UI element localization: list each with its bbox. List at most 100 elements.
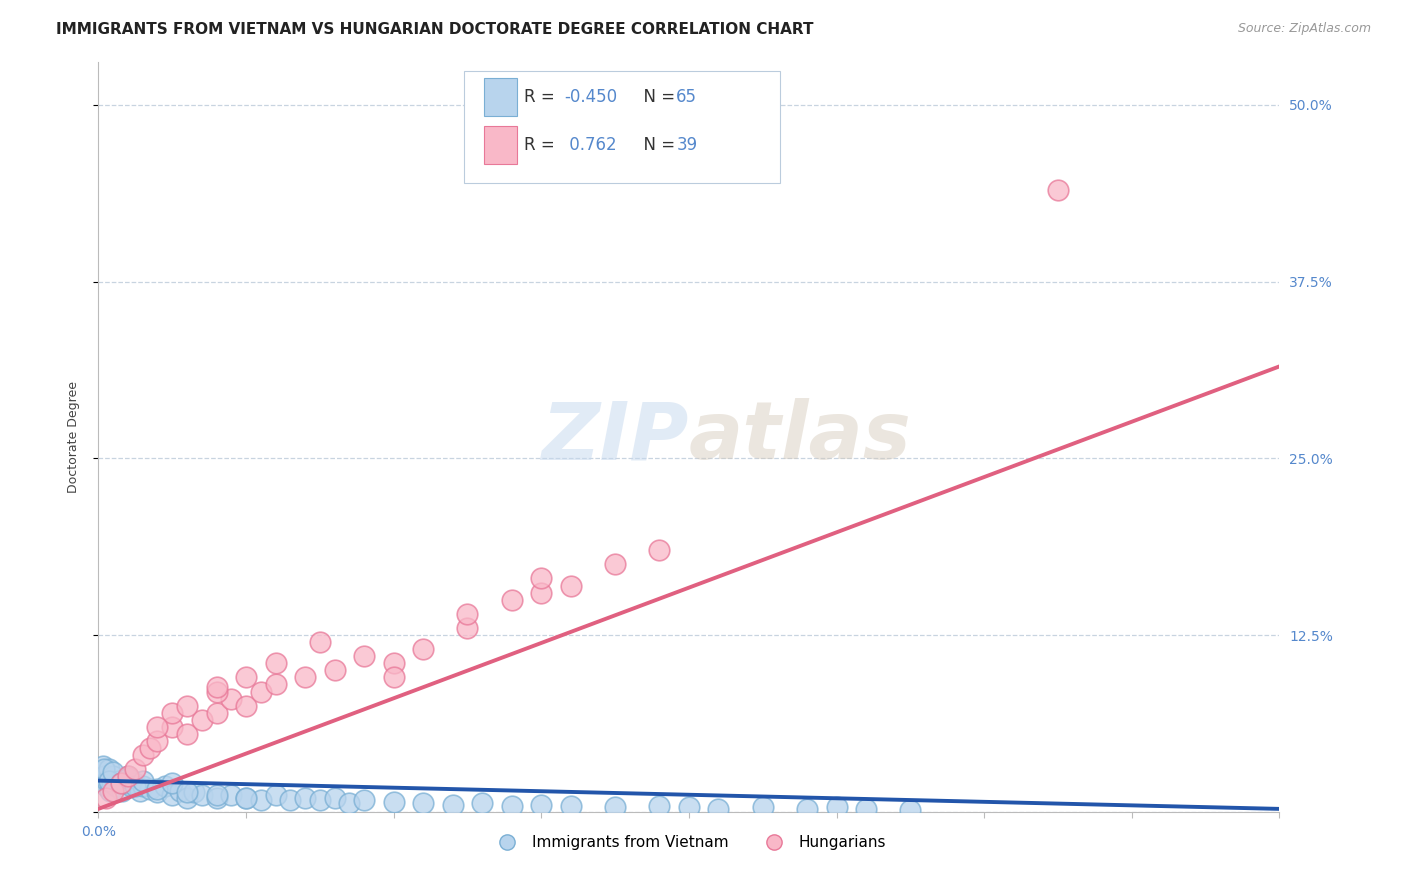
Point (93, 762, 115, 776)
Point (98, 783, 121, 797)
Point (560, 578, 582, 592)
Point (146, 782, 169, 797)
Point (124, 776, 146, 790)
Text: 0.0%: 0.0% (82, 825, 115, 839)
Point (110, 776, 132, 790)
Text: ZIP: ZIP (541, 398, 689, 476)
Text: 0.762: 0.762 (564, 136, 616, 154)
Point (309, 635, 332, 649)
Point (530, 585, 553, 599)
Point (280, 793, 302, 807)
Point (605, 558, 627, 572)
Point (103, 769, 125, 783)
Point (221, 788, 243, 802)
Point (235, 790, 257, 805)
Point (264, 788, 287, 802)
Point (146, 734, 169, 748)
Point (146, 785, 169, 799)
Point (707, 802, 730, 816)
Point (114, 776, 136, 790)
Point (117, 769, 139, 783)
Point (855, 802, 877, 816)
Point (132, 773, 155, 788)
Point (97, 762, 120, 776)
Text: 39: 39 (676, 136, 697, 154)
Point (120, 779, 142, 793)
Point (103, 783, 125, 797)
Point (93, 769, 115, 783)
Point (105, 779, 128, 793)
Text: 65: 65 (676, 88, 697, 106)
Point (1046, 183, 1070, 197)
Text: IMMIGRANTS FROM VIETNAM VS HUNGARIAN DOCTORATE DEGREE CORRELATION CHART: IMMIGRANTS FROM VIETNAM VS HUNGARIAN DOC… (56, 22, 814, 37)
Point (176, 790, 198, 805)
Point (382, 657, 405, 671)
Point (205, 681, 228, 695)
Point (221, 691, 243, 706)
Point (146, 720, 169, 734)
Point (191, 788, 214, 802)
Point (205, 788, 228, 802)
Point (471, 796, 494, 810)
Point (457, 607, 479, 621)
Point (94, 790, 117, 805)
Point (205, 706, 228, 720)
Point (339, 796, 361, 810)
Point (128, 783, 150, 797)
Point (205, 790, 228, 805)
Point (100, 776, 122, 790)
Point (183, 785, 205, 799)
Point (678, 800, 700, 814)
Point (124, 762, 146, 776)
Point (235, 790, 257, 805)
Legend: Immigrants from Vietnam, Hungarians: Immigrants from Vietnam, Hungarians (485, 830, 893, 856)
Point (94, 779, 117, 793)
Point (176, 698, 198, 713)
Point (412, 796, 434, 810)
Point (169, 783, 191, 797)
Point (124, 779, 146, 793)
Point (382, 795, 405, 809)
Point (796, 802, 818, 816)
Point (162, 788, 183, 802)
Point (309, 793, 332, 807)
Point (530, 571, 553, 585)
Point (264, 677, 287, 691)
Point (97, 773, 120, 788)
Point (162, 706, 183, 720)
Point (162, 720, 183, 734)
Point (353, 793, 375, 807)
Point (825, 800, 848, 814)
Point (176, 785, 198, 799)
Point (110, 776, 132, 790)
Point (117, 769, 139, 783)
Point (560, 799, 582, 814)
Point (132, 779, 155, 793)
Text: N =: N = (633, 88, 681, 106)
Point (648, 543, 671, 558)
Point (457, 621, 479, 635)
Point (111, 783, 134, 797)
Point (501, 592, 523, 607)
Point (323, 790, 346, 805)
Point (294, 670, 316, 684)
Text: Source: ZipAtlas.com: Source: ZipAtlas.com (1237, 22, 1371, 36)
Point (382, 670, 405, 684)
Point (353, 649, 375, 664)
Point (501, 799, 523, 814)
Point (91, 759, 114, 773)
Point (176, 727, 198, 741)
Point (96, 773, 118, 788)
Text: -0.450: -0.450 (564, 88, 617, 106)
Point (605, 800, 627, 814)
Point (191, 713, 214, 727)
Point (205, 684, 228, 698)
Point (153, 779, 176, 793)
Point (162, 776, 183, 790)
Text: N =: N = (633, 136, 681, 154)
Y-axis label: Doctorate Degree: Doctorate Degree (67, 381, 80, 493)
Point (530, 797, 553, 812)
Point (900, 803, 922, 817)
Point (235, 670, 257, 684)
Text: atlas: atlas (689, 398, 911, 476)
